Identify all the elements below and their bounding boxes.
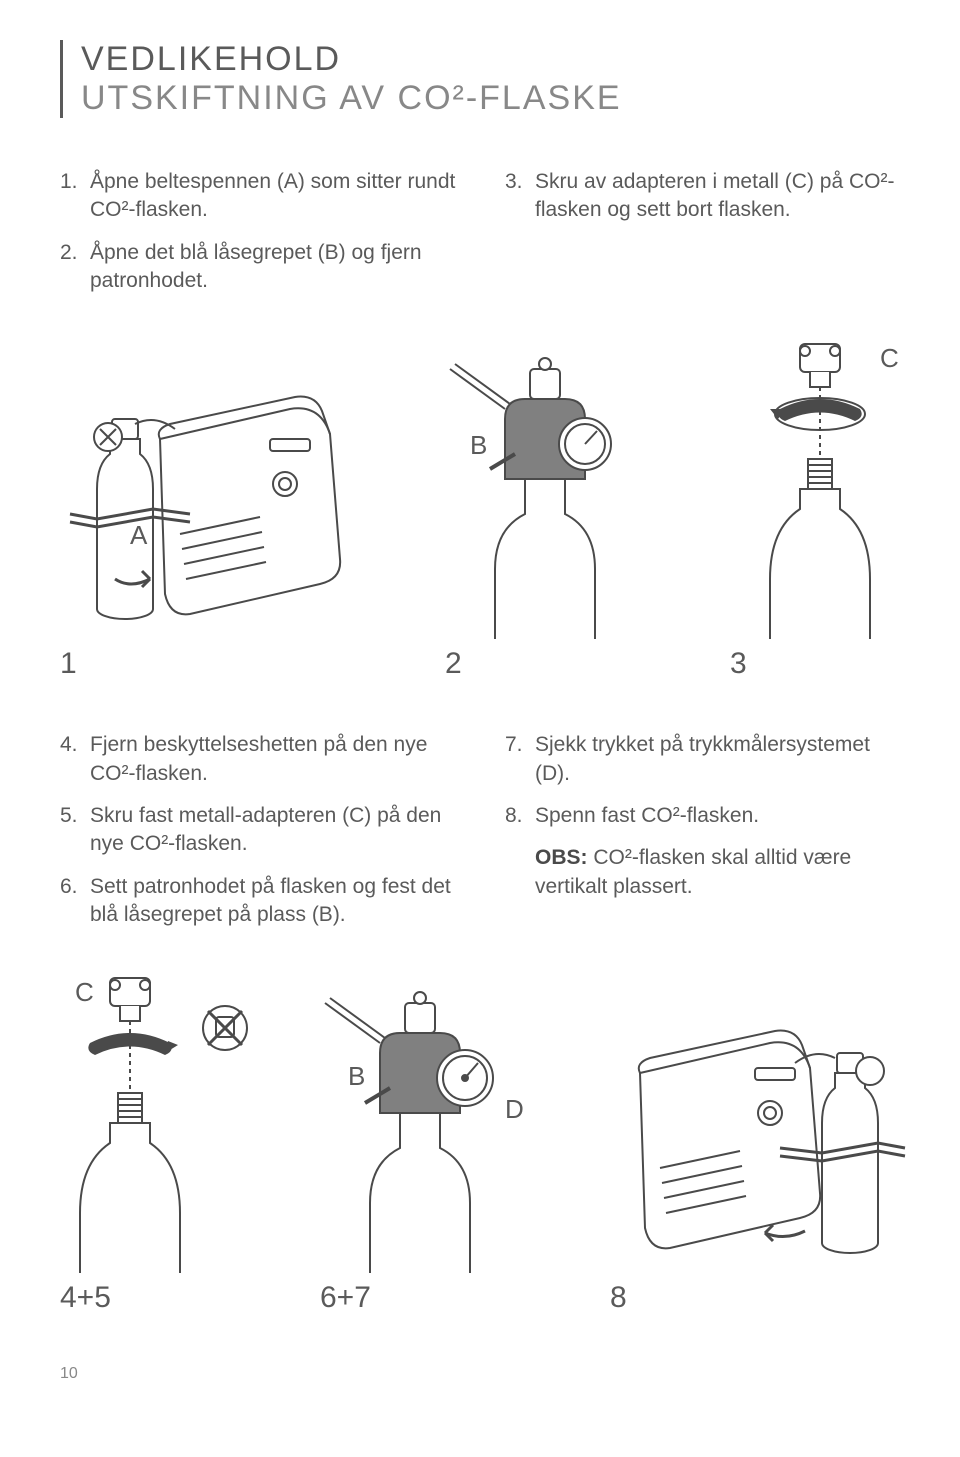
step-item: 6. Sett patronhodet på flasken og fest d… <box>60 873 465 930</box>
step-number: 2. <box>60 239 90 296</box>
diagram-6-7: B D 6+7 <box>320 973 550 1315</box>
step-number: 3. <box>505 168 535 225</box>
col-right: 3. Skru av adapteren i metall (C) på CO²… <box>505 168 910 309</box>
step-text: Skru av adapteren i metall (C) på CO²-fl… <box>535 168 910 225</box>
diagram-4-5: C 4+5 <box>60 973 260 1315</box>
diagram-8: 8 <box>610 1013 910 1315</box>
svg-text:B: B <box>348 1061 365 1091</box>
step-text: Fjern beskyttelseshetten på den nye CO²-… <box>90 731 465 788</box>
step-item: 3. Skru av adapteren i metall (C) på CO²… <box>505 168 910 225</box>
diagram-6-7-svg: B D <box>320 973 550 1273</box>
diagram-number: 8 <box>610 1281 910 1315</box>
step-item: 1. Åpne beltespennen (A) som sitter rund… <box>60 168 465 225</box>
step-number: 7. <box>505 731 535 788</box>
step-text: Sjekk trykket på trykkmålersystemet (D). <box>535 731 910 788</box>
step-number: 4. <box>60 731 90 788</box>
step-item: 7. Sjekk trykket på trykkmålersystemet (… <box>505 731 910 788</box>
instructions-block-1: 1. Åpne beltespennen (A) som sitter rund… <box>60 168 910 309</box>
diagram-3: C 3 <box>730 339 910 681</box>
step-number: 8. <box>505 802 535 830</box>
diagram-number: 6+7 <box>320 1281 550 1315</box>
svg-text:A: A <box>130 520 148 550</box>
svg-text:B: B <box>470 430 487 460</box>
diagram-1-svg: A <box>60 379 360 639</box>
step-text: Åpne det blå låsegrepet (B) og fjern pat… <box>90 239 465 296</box>
diagram-2: B 2 <box>445 349 645 681</box>
instructions-block-2: 4. Fjern beskyttelseshetten på den nye C… <box>60 731 910 943</box>
header-title: VEDLIKEHOLD <box>81 40 910 79</box>
step-number: 6. <box>60 873 90 930</box>
step-number: 5. <box>60 802 90 859</box>
diagram-4-5-svg: C <box>60 973 260 1273</box>
header-subtitle: UTSKIFTNING AV CO²-FLASKE <box>81 79 910 118</box>
page-header: VEDLIKEHOLD UTSKIFTNING AV CO²-FLASKE <box>60 40 910 118</box>
diagram-1: A 1 <box>60 379 360 681</box>
page-number: 10 <box>60 1365 910 1383</box>
svg-text:C: C <box>880 343 899 373</box>
step-item: 2. Åpne det blå låsegrepet (B) og fjern … <box>60 239 465 296</box>
obs-label: OBS: <box>535 846 588 869</box>
diagram-number: 4+5 <box>60 1281 260 1315</box>
step-item: 4. Fjern beskyttelseshetten på den nye C… <box>60 731 465 788</box>
col-left: 4. Fjern beskyttelseshetten på den nye C… <box>60 731 465 943</box>
svg-text:D: D <box>505 1094 524 1124</box>
col-right: 7. Sjekk trykket på trykkmålersystemet (… <box>505 731 910 943</box>
step-number <box>505 844 535 901</box>
col-left: 1. Åpne beltespennen (A) som sitter rund… <box>60 168 465 309</box>
obs-note: OBS: CO²-flasken skal alltid være vertik… <box>505 844 910 901</box>
diagram-3-svg: C <box>730 339 910 639</box>
step-text: OBS: CO²-flasken skal alltid være vertik… <box>535 844 910 901</box>
diagram-8-svg <box>610 1013 910 1273</box>
step-text: Sett patronhodet på flasken og fest det … <box>90 873 465 930</box>
diagram-number: 2 <box>445 647 645 681</box>
diagram-row-2: C 4+5 B D 6+7 <box>60 973 910 1315</box>
diagram-2-svg: B <box>445 349 645 639</box>
step-item: 5. Skru fast metall-adapteren (C) på den… <box>60 802 465 859</box>
diagram-row-1: A 1 B <box>60 339 910 681</box>
step-text: Åpne beltespennen (A) som sitter rundt C… <box>90 168 465 225</box>
diagram-number: 1 <box>60 647 360 681</box>
svg-text:C: C <box>75 977 94 1007</box>
step-item: 8. Spenn fast CO²-flasken. <box>505 802 910 830</box>
step-text: Spenn fast CO²-flasken. <box>535 802 910 830</box>
step-text: Skru fast metall-adapteren (C) på den ny… <box>90 802 465 859</box>
step-number: 1. <box>60 168 90 225</box>
diagram-number: 3 <box>730 647 910 681</box>
